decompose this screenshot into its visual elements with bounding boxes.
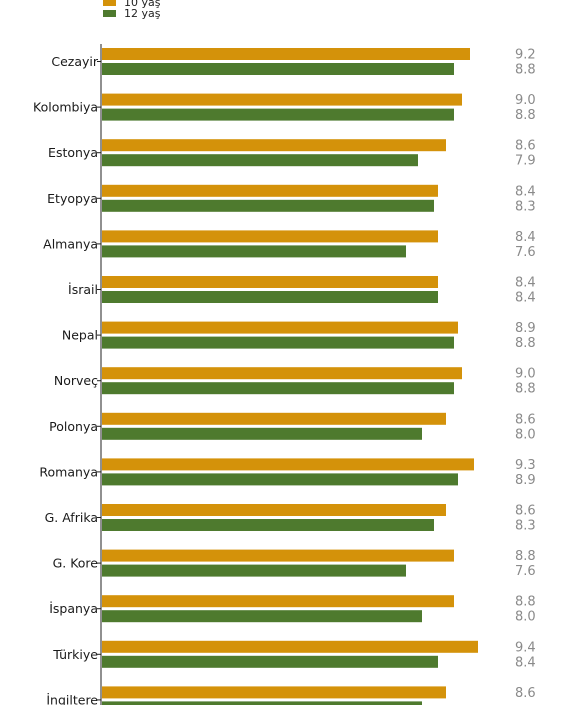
value-label-10: 8.4 [515,184,536,199]
value-label-12: 8.4 [515,291,536,306]
value-label-10: 8.6 [515,139,536,154]
category-label: Türkiye [52,647,98,662]
bar-12-yas [102,564,406,577]
value-label-12: 8.8 [515,336,536,351]
bar-10-yas [102,93,462,106]
value-label-10: 9.2 [515,48,536,63]
value-label-12: 8.4 [515,655,536,670]
value-label-10: 8.4 [515,230,536,245]
bar-12-yas [102,63,454,75]
category-label: Almanya [43,236,98,251]
category-label: Nepal [62,328,98,343]
category-label: Romanya [39,464,98,479]
category-label: Cezayir [51,54,99,69]
bar-10-yas [102,412,446,425]
bar-10-yas [102,595,454,608]
bar-10-yas [102,504,446,516]
value-label-10: 8.9 [515,321,536,336]
value-label-10: 8.6 [515,504,536,519]
value-label-12: 8.3 [515,199,536,214]
value-label-10: 8.8 [515,549,536,564]
value-label-10: 9.0 [515,367,536,382]
bar-10-yas [102,640,478,653]
legend-swatch-12 [103,10,116,17]
value-label-10: 8.6 [515,412,536,427]
bar-12-yas [102,336,454,349]
category-label: Kolombiya [33,100,98,115]
category-label: Etyopya [47,191,98,206]
bar-12-yas [102,701,422,705]
legend-item-12: 12 yaş [103,8,160,19]
value-label-10: 8.4 [515,276,536,291]
bar-12-yas [102,382,454,395]
bar-10-yas [102,230,438,243]
bar-12-yas [102,610,422,623]
value-label-12: 8.8 [515,63,536,78]
legend-label-12: 12 yaş [124,7,161,20]
bar-10-yas [102,321,458,334]
bar-12-yas [102,519,434,531]
bar-12-yas [102,199,434,212]
value-label-12: 7.6 [515,564,536,579]
legend-item-10: 10 yaş [103,0,160,8]
value-label-10: 8.8 [515,595,536,610]
value-label-12: 8.3 [515,519,536,534]
bar-10-yas [102,549,454,562]
category-label: G. Afrika [45,510,98,525]
legend-label-10: 10 yaş [124,0,161,9]
value-label-12: 8.9 [515,473,536,488]
bar-10-yas [102,367,462,380]
bar-10-yas [102,184,438,197]
bar-12-yas [102,655,438,668]
value-label-12: 7.9 [515,154,536,169]
bar-10-yas [102,686,446,699]
bar-10-yas [102,458,474,471]
value-label-10: 8.6 [515,686,536,701]
bar-12-yas [102,245,406,258]
legend-swatch-10 [103,0,116,6]
category-label: G. Kore [53,556,99,571]
category-label: İngiltere [46,692,98,705]
bar-10-yas [102,48,470,60]
bar-12-yas [102,473,458,486]
value-label-10: 9.3 [515,458,536,473]
value-label-12: 8.8 [515,108,536,123]
category-label: Polonya [49,419,98,434]
bar-12-yas [102,108,454,121]
bar-12-yas [102,291,438,303]
category-label: İspanya [49,601,98,616]
bar-12-yas [102,427,422,440]
legend: 10 yaş 12 yaş [103,0,160,19]
category-label: Norveç [54,373,98,388]
value-label-12: 7.6 [515,245,536,260]
value-label-10: 9.4 [515,640,536,655]
value-label-12: 8.0 [515,610,536,625]
category-label: Estonya [48,145,98,160]
category-label: İsrail [68,282,98,297]
value-label-12: 8.0 [515,427,536,442]
value-label-10: 9.0 [515,93,536,108]
bar-12-yas [102,154,418,167]
bar-10-yas [102,276,438,288]
value-label-12: 8.8 [515,382,536,397]
bar-10-yas [102,139,446,152]
